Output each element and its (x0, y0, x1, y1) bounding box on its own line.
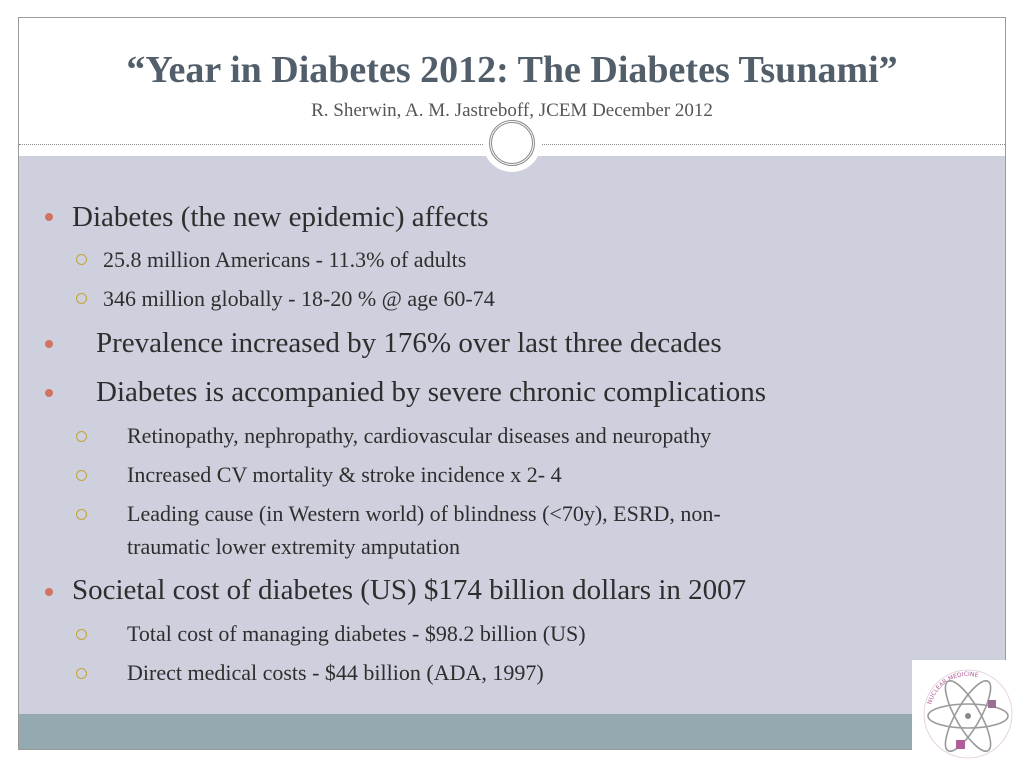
slide: “Year in Diabetes 2012: The Diabetes Tsu… (18, 17, 1006, 750)
atom-icon: NUCLEAR MEDICINE (923, 669, 1013, 759)
sub-bullet-icon (76, 293, 87, 304)
sub-bullet-icon (76, 629, 87, 640)
slide-title: “Year in Diabetes 2012: The Diabetes Tsu… (126, 49, 898, 91)
bullet-item: Diabetes is accompanied by severe chroni… (96, 376, 766, 408)
sub-bullet-icon (76, 254, 87, 265)
sub-bullet-item: 346 million globally - 18-20 % @ age 60-… (103, 286, 495, 311)
sub-bullet-item: Leading cause (in Western world) of blin… (127, 501, 721, 526)
bullet-icon (45, 389, 53, 397)
sub-bullet-item: Retinopathy, nephropathy, cardiovascular… (127, 423, 712, 448)
nuclear-medicine-logo: NUCLEAR MEDICINE (912, 660, 1024, 768)
bullet-item: Societal cost of diabetes (US) $174 bill… (72, 574, 747, 606)
bullet-item: Prevalence increased by 176% over last t… (96, 327, 722, 359)
ring-ornament-icon (483, 114, 541, 172)
sub-bullet-icon (76, 470, 87, 481)
sub-bullet-item: Increased CV mortality & stroke incidenc… (127, 462, 562, 487)
bullet-icon (45, 588, 53, 596)
sub-bullet-item: 25.8 million Americans - 11.3% of adults (103, 247, 467, 272)
bullet-item: Diabetes (the new epidemic) affects (72, 201, 489, 233)
bullet-icon (45, 340, 53, 348)
bullet-icon (45, 213, 53, 221)
sub-bullet-icon (76, 431, 87, 442)
content-background (19, 156, 1005, 716)
sub-bullet-icon (76, 509, 87, 520)
footer-band (19, 714, 1005, 749)
sub-bullet-icon (76, 668, 87, 679)
slide-subtitle: R. Sherwin, A. M. Jastreboff, JCEM Decem… (311, 100, 713, 121)
sub-bullet-item: Total cost of managing diabetes - $98.2 … (127, 621, 586, 646)
sub-bullet-item: Direct medical costs - $44 billion (ADA,… (127, 660, 544, 685)
sub-bullet-item-continued: traumatic lower extremity amputation (127, 534, 460, 559)
